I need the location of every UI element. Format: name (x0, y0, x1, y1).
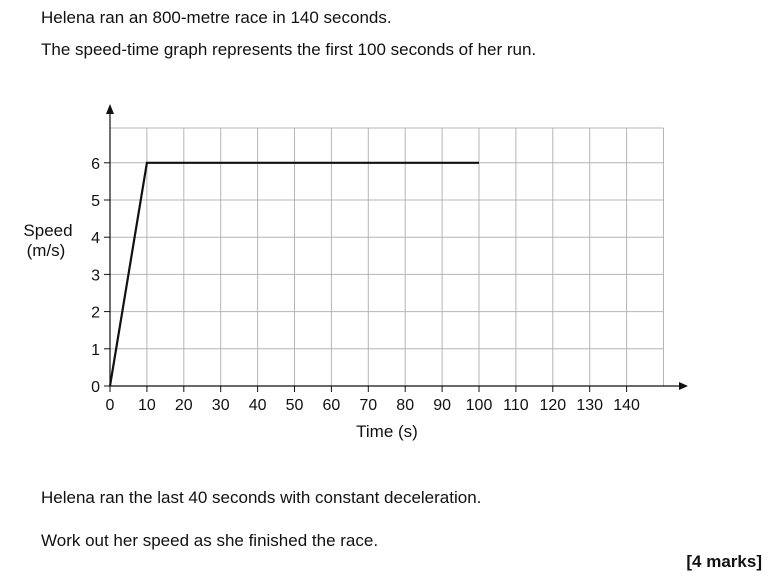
x-tick-label: 50 (286, 397, 304, 414)
x-tick-label: 120 (539, 397, 566, 414)
x-axis-label: Time (s) (356, 422, 418, 441)
marks-label: [4 marks] (686, 552, 762, 571)
axes (104, 104, 688, 392)
x-tick-label: 20 (175, 397, 193, 414)
x-tick-label: 140 (613, 397, 640, 414)
question-line-2: The speed-time graph represents the firs… (41, 40, 537, 59)
y-tick-label: 0 (91, 379, 100, 396)
x-tick-label: 80 (396, 397, 414, 414)
x-tick-label: 60 (323, 397, 341, 414)
question-line-1: Helena ran an 800-metre race in 140 seco… (41, 8, 392, 27)
y-axis-label: Speed (23, 221, 72, 240)
y-tick-label: 3 (91, 267, 100, 284)
question-line-4: Work out her speed as she finished the r… (41, 531, 379, 550)
question-line-3: Helena ran the last 40 seconds with cons… (41, 488, 482, 507)
x-tick-label: 100 (466, 397, 493, 414)
tick-labels: 0 10 20 30 40 50 60 70 80 90 100 110 120 130 140 0 1 2 3 4 5… (91, 156, 640, 414)
x-tick-label: 10 (138, 397, 156, 414)
grid (110, 127, 664, 386)
speed-time-graph: 0 10 20 30 40 50 60 70 80 90 100 110 120 130 140 0 1 2 3 4 5… (23, 104, 688, 441)
y-tick-label: 5 (91, 193, 100, 210)
speed-line (108, 161, 479, 387)
x-tick-label: 110 (503, 397, 529, 414)
x-tick-label: 90 (433, 397, 451, 414)
x-tick-label: 0 (106, 397, 115, 414)
y-tick-label: 1 (91, 342, 100, 359)
y-axis-arrowhead (106, 104, 114, 114)
x-axis-arrowhead (679, 382, 688, 390)
y-axis-unit-label: (m/s) (27, 241, 66, 260)
data-series (108, 161, 479, 387)
x-tick-label: 70 (359, 397, 377, 414)
y-tick-label: 4 (91, 230, 100, 247)
x-tick-label: 30 (212, 397, 230, 414)
y-tick-label: 2 (91, 305, 100, 322)
x-tick-label: 130 (576, 397, 603, 414)
x-tick-label: 40 (249, 397, 267, 414)
y-tick-label: 6 (91, 156, 100, 173)
